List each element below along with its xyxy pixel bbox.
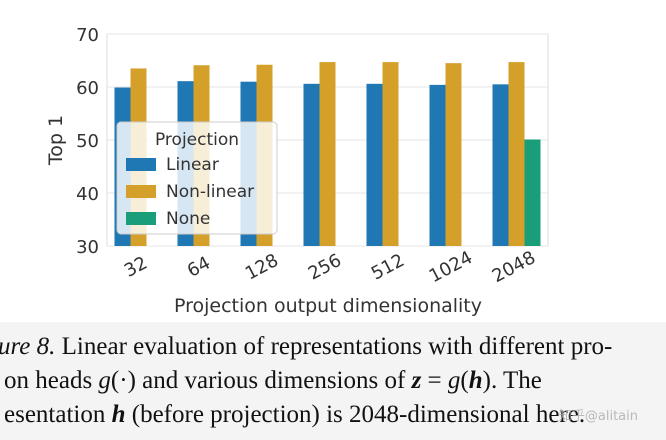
legend-box	[116, 121, 278, 235]
x-tick-label: 128	[242, 250, 282, 285]
legend-swatch-none	[126, 212, 156, 225]
bar-non-linear-512	[382, 62, 399, 247]
bar-none-2048	[524, 139, 541, 246]
caption-math: g	[447, 367, 461, 394]
caption-text: (	[460, 367, 469, 394]
caption-text: (before projection) is 2048-dimensional …	[125, 401, 586, 428]
watermark: 知乎@alitain	[558, 409, 638, 424]
caption-text: on heads	[4, 367, 99, 394]
legend-title: Projection	[155, 130, 239, 150]
x-axis-label: Projection output dimensionality	[174, 295, 482, 317]
y-tick-label: 70	[76, 25, 99, 46]
bar-non-linear-256	[319, 62, 336, 247]
x-tick-label: 32	[121, 252, 151, 281]
bar-linear-1024	[429, 84, 446, 246]
x-tick-labels: 32 64 128 256 512 1024 2048	[121, 247, 539, 287]
caption-line-1: ure 8. Linear evaluation of representati…	[0, 330, 612, 364]
bar-non-linear-2048	[508, 62, 525, 247]
legend-label-none: None	[166, 209, 210, 229]
y-tick-label: 50	[76, 131, 99, 152]
caption-text: =	[421, 367, 448, 394]
bar-non-linear-1024	[445, 63, 462, 247]
x-tick-label: 1024	[426, 247, 476, 287]
x-tick-label: 64	[184, 252, 214, 281]
legend-entries: Linear Non-linear None	[126, 155, 254, 229]
figure-caption: ure 8. Linear evaluation of representati…	[0, 322, 666, 440]
x-tick-label: 2048	[489, 247, 539, 287]
caption-line-3: esentation h (before projection) is 2048…	[4, 398, 585, 432]
y-tick-label: 40	[76, 184, 99, 205]
legend-swatch-non-linear	[126, 185, 156, 198]
caption-text: esentation	[4, 401, 112, 428]
caption-math-bold: z	[411, 367, 422, 394]
bar-linear-2048	[492, 84, 509, 246]
caption-text: (·) and various dimensions of	[110, 367, 412, 394]
y-axis-label: Top 1	[45, 115, 67, 166]
bar-linear-256	[303, 83, 320, 246]
caption-text: Linear evaluation of representations wit…	[55, 333, 613, 360]
caption-math-bold: h	[468, 367, 483, 394]
legend-label-linear: Linear	[166, 155, 219, 175]
caption-figure-number: ure 8.	[0, 333, 56, 360]
caption-math: g	[98, 367, 111, 394]
caption-math-bold: h	[111, 401, 126, 428]
x-tick-label: 256	[305, 250, 345, 285]
legend: Projection Linear Non-linear None	[116, 121, 278, 235]
caption-line-2: on heads g(·) and various dimensions of …	[4, 364, 542, 398]
y-tick-label: 30	[76, 237, 99, 258]
legend-swatch-linear	[126, 158, 156, 171]
legend-label-non-linear: Non-linear	[166, 182, 254, 202]
x-tick-label: 512	[368, 250, 408, 285]
caption-text: ). The	[482, 367, 542, 394]
bar-chart: 30 40 50 60 70 32 64 128 256 512 1024 2048 Top 1 P…	[45, 25, 549, 317]
bar-linear-512	[366, 83, 383, 246]
y-tick-labels: 30 40 50 60 70	[76, 25, 99, 258]
y-tick-label: 60	[76, 78, 99, 99]
